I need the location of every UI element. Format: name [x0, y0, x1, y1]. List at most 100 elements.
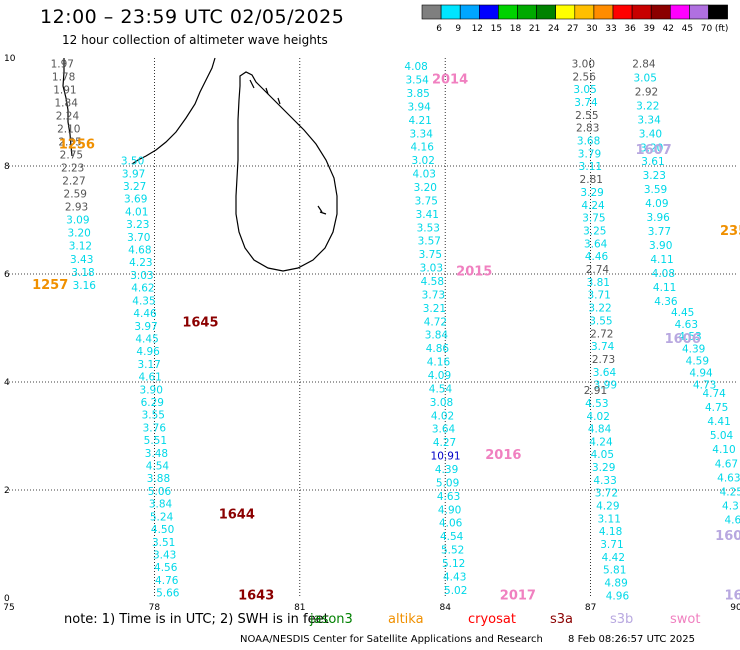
scale-label-24: 24: [548, 24, 560, 34]
scale-label-70: 70: [701, 24, 713, 34]
wave-height-value: 4.75: [705, 402, 728, 414]
wave-height-value: 3.27: [123, 181, 146, 193]
note-text: note: 1) Time is in UTC; 2) SWH is in fe…: [64, 612, 329, 627]
wave-height-value: 3.72: [595, 488, 618, 500]
scale-box-70: [708, 4, 728, 20]
wave-height-value: 4.72: [424, 316, 447, 328]
wave-height-value: 3.81: [587, 277, 610, 289]
lat-tick-8: 8: [4, 162, 10, 172]
wave-height-value: 3.17: [137, 359, 160, 371]
credit-line: NOAA/NESDIS Center for Satellite Applica…: [240, 634, 717, 645]
coastline: [62, 57, 338, 272]
wave-height-value: 3.90: [140, 384, 163, 396]
wave-height-value: 3.43: [153, 549, 176, 561]
wave-height-value: 4.54: [429, 383, 453, 395]
wave-height-value: 2.56: [573, 71, 597, 83]
wave-height-value: 3.21: [423, 303, 446, 315]
wave-height-value: 1.78: [52, 71, 75, 83]
wave-height-value: 2.74: [586, 264, 610, 276]
wave-height-value: 4.09: [645, 198, 668, 210]
wave-height-value: 2.93: [65, 202, 88, 214]
wave-height-value: 5.02: [444, 585, 467, 597]
wave-height-value: 4.96: [136, 346, 160, 358]
wave-height-value: 3.73: [422, 289, 445, 301]
wave-height-value: 2.27: [62, 176, 85, 188]
scale-label-27: 27: [567, 24, 578, 34]
lon-tick-87: 87: [585, 603, 596, 613]
mission-swot: swot: [670, 612, 701, 627]
wave-height-value: 3.20: [67, 228, 90, 240]
pass-label-2016: 2016: [485, 448, 521, 463]
pass-labels: 1256 1257 1645 1644 1643 2014 2015 2016 2017 1607…: [32, 73, 740, 604]
wave-height-value: 3.34: [637, 114, 661, 126]
wave-height-value: 3.84: [425, 330, 449, 342]
wave-height-value: 2.55: [575, 110, 598, 122]
wave-height-value: 3.02: [412, 155, 435, 167]
wave-height-value: 3.05: [634, 72, 657, 84]
wave-height-value: 4.56: [154, 562, 178, 574]
pass-label-16: 16: [725, 588, 740, 603]
wave-height-value: 4.53: [678, 331, 701, 343]
wave-height-value: 4.35: [132, 295, 155, 307]
wave-height-value: 2.24: [56, 110, 80, 122]
wave-height-value: 4.45: [135, 333, 158, 345]
pass-label-2017: 2017: [500, 588, 536, 603]
wave-height-value: 3.74: [574, 97, 598, 109]
wave-height-value: 4.36: [654, 296, 678, 308]
wave-height-value: 3.08: [430, 397, 453, 409]
pass-label-1644: 1644: [219, 507, 255, 522]
scale-label-21: 21: [529, 24, 540, 34]
wave-height-value: 3.97: [122, 168, 145, 180]
wave-height-value: 4.41: [707, 416, 730, 428]
wave-height-value: 4.62: [131, 283, 154, 295]
wave-height-value: 4.50: [151, 524, 174, 536]
track-1: 3.503.973.273.694.013.233.704.684.233.03…: [121, 156, 180, 600]
track-5: 2.84 3.05 2.92 3.22 3.34 3.40 3.20 3.61 3.23 3.59…: [632, 58, 678, 308]
track-6: 4.454.634.534.394.594.944.73: [671, 307, 716, 392]
wave-height-value: 3.70: [127, 232, 150, 244]
wave-height-value: 5.52: [441, 545, 464, 557]
wave-height-value: 5.81: [603, 565, 626, 577]
wave-height-value: 4.53: [585, 398, 608, 410]
wave-height-value: 5.66: [156, 588, 180, 600]
lon-tick-84: 84: [439, 603, 451, 613]
wave-height-value: 3.75: [415, 195, 438, 207]
lon-tick-81: 81: [294, 603, 305, 613]
wave-height-value: 4.54: [440, 531, 464, 543]
wave-height-value: 4.94: [689, 368, 713, 380]
wave-height-value: 4.05: [591, 449, 614, 461]
wave-height-value: 4.18: [599, 526, 622, 538]
wave-height-value: 3.50: [121, 156, 144, 168]
wave-height-value: 3.84: [149, 499, 173, 511]
wave-height-value: 3.88: [147, 473, 170, 485]
scale-label-18: 18: [510, 24, 522, 34]
wave-height-value: 10.91: [431, 451, 461, 463]
color-scale-labels: 6 9 12 15 18 21 24 27 30 33 36 39 42 45 70 (ft): [436, 24, 728, 34]
wave-height-value: 4.73: [693, 380, 716, 392]
map-title: 12:00 – 23:59 UTC 02/05/2025: [40, 6, 345, 28]
wave-height-value: 5.04: [710, 430, 734, 442]
wave-height-value: 4.76: [155, 575, 179, 587]
wave-height-value: 3.75: [582, 213, 605, 225]
map-subtitle: 12 hour collection of altimeter wave hei…: [62, 33, 328, 47]
map-frame: [9, 58, 736, 598]
wave-height-value: 4.42: [602, 552, 625, 564]
wave-height-value: 4.02: [431, 410, 454, 422]
wave-height-value: 4.84: [588, 424, 612, 436]
track-0: 1.971.781.911.842.24 2.102.352.752.232.27…: [51, 58, 97, 291]
mission-altika: altika: [388, 612, 424, 627]
wave-height-value: 4.90: [438, 504, 461, 516]
pass-label-1607: 1607: [636, 143, 672, 158]
scale-label-12: 12: [472, 24, 483, 34]
wave-height-value: 3.75: [419, 249, 442, 261]
wave-height-value: 3.59: [644, 184, 667, 196]
scale-label-45: 45: [682, 24, 693, 34]
wave-height-value: 4.06: [439, 518, 463, 530]
track-7: 4.74 4.75 4.41 5.04 4.10 4.67 4.63 4.25 4.31 4.65: [702, 388, 740, 527]
wave-height-value: 4.03: [413, 169, 436, 181]
map-grid: [9, 58, 736, 598]
generated-timestamp: 8 Feb 08:26:57 UTC 2025: [568, 634, 696, 645]
wave-height-value: 4.74: [702, 388, 726, 400]
wave-height-value: 4.29: [596, 501, 619, 513]
wave-height-value: 4.16: [427, 357, 451, 369]
